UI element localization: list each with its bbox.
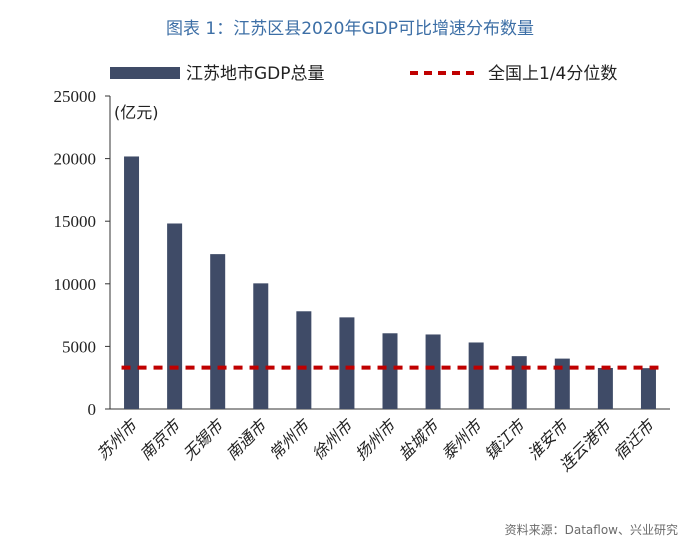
bar — [511, 356, 527, 409]
bar — [425, 334, 441, 409]
x-tick-label: 苏州市 — [93, 415, 142, 464]
bar — [296, 311, 312, 409]
x-tick-label: 南京市 — [136, 415, 185, 464]
x-tick-label: 南通市 — [222, 415, 271, 464]
y-axis-unit-label: (亿元) — [114, 103, 159, 122]
bar — [339, 317, 355, 409]
x-tick-label: 无锡市 — [179, 415, 228, 464]
source-note: 资料来源：Dataflow、兴业研究 — [504, 523, 678, 537]
y-tick-label: 10000 — [54, 275, 97, 294]
x-tick-label: 盐城市 — [395, 415, 444, 464]
chart-title: 图表 1：江苏区县2020年GDP可比增速分布数量 — [166, 19, 534, 39]
bar — [382, 333, 398, 409]
x-tick-label: 宿迁市 — [610, 415, 659, 464]
y-tick-label: 25000 — [54, 87, 97, 106]
y-tick-label: 15000 — [54, 212, 97, 231]
y-tick-label: 20000 — [54, 150, 97, 169]
y-tick-label: 5000 — [62, 337, 96, 356]
bar — [210, 254, 226, 409]
bar — [124, 156, 140, 409]
bar — [167, 223, 183, 409]
legend-bar-swatch — [110, 67, 180, 79]
x-tick-label: 扬州市 — [351, 415, 400, 464]
bar — [640, 368, 656, 409]
bar — [597, 367, 613, 409]
x-tick-label: 镇江市 — [481, 415, 530, 464]
legend-bar-label: 江苏地市GDP总量 — [186, 64, 325, 84]
bar — [554, 358, 570, 409]
x-tick-label: 常州市 — [265, 415, 314, 464]
x-tick-label: 泰州市 — [438, 415, 487, 464]
legend: 江苏地市GDP总量 全国上1/4分位数 — [110, 64, 617, 84]
x-tick-label: 徐州市 — [308, 415, 357, 464]
bar — [468, 342, 484, 409]
legend-ref-label: 全国上1/4分位数 — [488, 64, 617, 84]
bar — [253, 283, 269, 409]
y-tick-label: 0 — [88, 400, 97, 419]
